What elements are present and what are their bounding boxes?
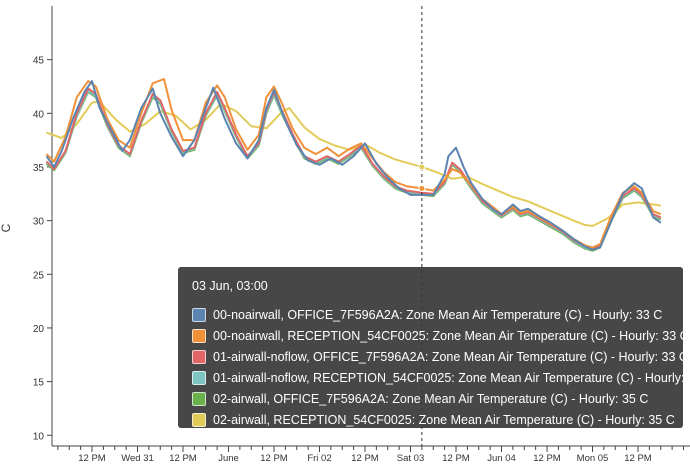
y-tick-label: 25	[33, 270, 45, 281]
x-tick-label: 12 PM	[533, 453, 561, 462]
y-tick-label: 10	[33, 431, 45, 442]
x-tick-label: Wed 31	[121, 453, 154, 462]
series-line	[45, 78, 662, 249]
x-tick-label: Sat 03	[397, 453, 424, 462]
tooltip-row-text: 01-airwall-noflow, OFFICE_7F596A2A: Zone…	[213, 349, 688, 364]
tooltip-row-text: 00-noairwall, OFFICE_7F596A2A: Zone Mean…	[213, 307, 663, 322]
y-axis-label: C	[0, 223, 13, 232]
series-color-swatch	[192, 328, 206, 343]
series-color-swatch	[192, 391, 206, 406]
tooltip-row: 00-noairwall, OFFICE_7F596A2A: Zone Mean…	[192, 304, 669, 325]
tooltip-row: 02-airwall, OFFICE_7F596A2A: Zone Mean A…	[192, 388, 669, 409]
series-lines	[45, 78, 662, 252]
y-tick-label: 15	[33, 378, 45, 389]
hover-tooltip: 03 Jun, 03:00 00-noairwall, OFFICE_7F596…	[178, 267, 690, 430]
tooltip-row-text: 00-noairwall, RECEPTION_54CF0025: Zone M…	[213, 328, 689, 343]
x-tick-label: Jun 04	[487, 453, 516, 462]
series-color-swatch	[192, 307, 206, 322]
y-tick-label: 35	[33, 163, 45, 174]
x-tick-label: 12 PM	[169, 453, 197, 462]
x-tick-label: June	[218, 453, 239, 462]
hover-marker	[418, 163, 426, 171]
x-tick-label: 12 PM	[624, 453, 652, 462]
x-tick-label: Mon 05	[577, 453, 609, 462]
y-tick-label: 45	[33, 56, 45, 67]
tooltip-title: 03 Jun, 03:00	[192, 279, 268, 293]
x-tick-label: 12 PM	[260, 453, 288, 462]
x-tick-label: 12 PM	[78, 453, 106, 462]
y-tick-label: 40	[33, 109, 45, 120]
y-tick-label: 30	[33, 217, 45, 228]
series-line	[45, 80, 662, 251]
x-tick-label: 12 PM	[442, 453, 470, 462]
series-color-swatch	[192, 370, 206, 385]
x-tick-label: 12 PM	[351, 453, 379, 462]
tooltip-row-text: 02-airwall, OFFICE_7F596A2A: Zone Mean A…	[213, 391, 649, 406]
series-color-swatch	[192, 412, 206, 427]
y-tick-label: 20	[33, 324, 45, 335]
hover-marker	[418, 184, 426, 192]
series-line	[46, 100, 661, 227]
tooltip-row-text: 01-airwall-noflow, RECEPTION_54CF0025: Z…	[213, 370, 690, 385]
tooltip-row: 01-airwall-noflow, RECEPTION_54CF0025: Z…	[192, 367, 690, 388]
axes: 10 15 20 25 30 35 40 45 12 PM Wed 31 12 PM June 12 P…	[33, 6, 690, 464]
tooltip-row-text: 02-airwall, RECEPTION_54CF0025: Zone Mea…	[213, 412, 675, 427]
tooltip-row: 01-airwall-noflow, OFFICE_7F596A2A: Zone…	[192, 346, 688, 367]
tooltip-row: 00-noairwall, RECEPTION_54CF0025: Zone M…	[192, 325, 689, 346]
series-color-swatch	[192, 349, 206, 364]
x-tick-label: Fri 02	[307, 453, 331, 462]
tooltip-row: 02-airwall, RECEPTION_54CF0025: Zone Mea…	[192, 409, 675, 430]
